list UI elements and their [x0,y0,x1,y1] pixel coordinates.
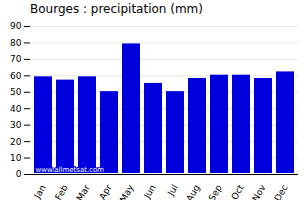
svg-text:90: 90 [10,21,22,31]
svg-text:60: 60 [10,71,22,81]
svg-text:70: 70 [10,54,22,64]
svg-text:50: 50 [10,87,22,97]
svg-text:Sep: Sep [207,183,224,200]
svg-text:Oct: Oct [229,183,246,200]
svg-text:80: 80 [10,38,22,48]
svg-text:10: 10 [10,153,22,163]
svg-text:Jun: Jun [142,183,158,200]
svg-text:40: 40 [10,104,22,114]
svg-text:Jul: Jul [165,183,180,198]
svg-text:0: 0 [16,169,22,179]
svg-text:May: May [118,182,136,200]
svg-text:Feb: Feb [53,183,70,200]
svg-text:30: 30 [10,120,22,130]
svg-text:20: 20 [10,136,22,146]
html-text:Bourges : precipitation (mm): Bourges : precipitation (mm) [30,2,203,16]
svg-text:www.allmetsat.com: www.allmetsat.com [36,166,105,174]
svg-text:Aug: Aug [184,183,201,200]
svg-text:Mar: Mar [75,183,92,200]
svg-text:Apr: Apr [97,183,114,200]
svg-text:Nov: Nov [250,182,268,200]
svg-text:Dec: Dec [272,183,289,200]
svg-text:Jan: Jan [32,183,48,200]
